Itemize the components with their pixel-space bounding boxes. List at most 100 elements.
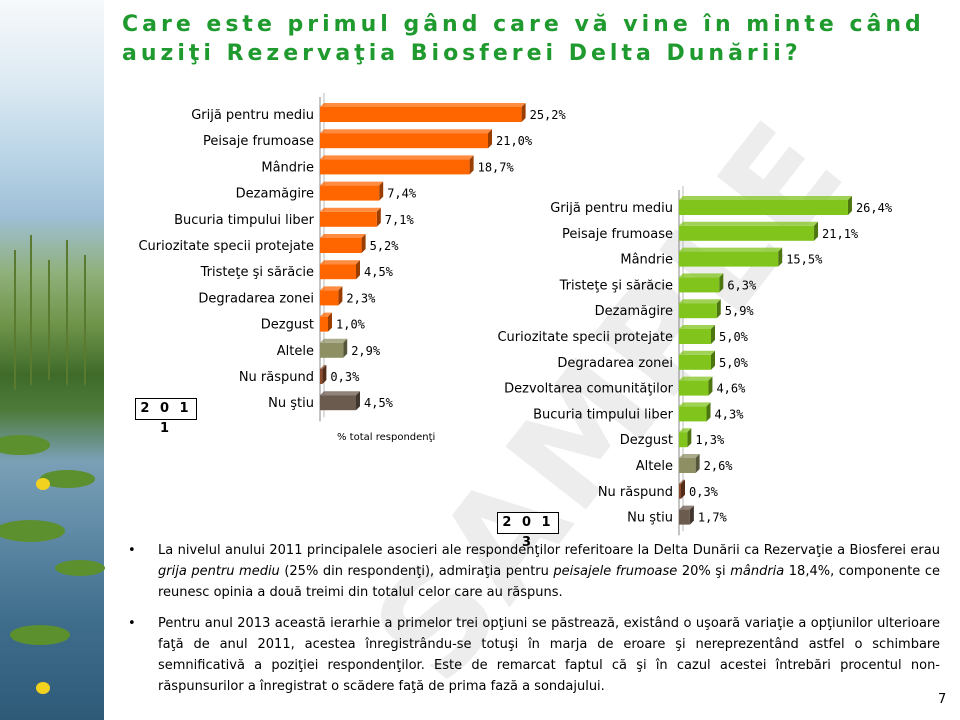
- bar-top-2013: [679, 454, 700, 458]
- category-label-2013: Dezgust: [620, 433, 673, 448]
- bar-top-2011: [320, 260, 360, 265]
- category-label-2011: Curiozitate specii protejate: [138, 239, 314, 254]
- bar-side-2013: [814, 221, 819, 241]
- bar-top-2013: [679, 273, 724, 278]
- bullet-text: (25% din respondenţi), admiraţia pentru: [279, 564, 554, 579]
- bullet-emphasis: mândria: [730, 564, 785, 579]
- category-label-2013: Dezvoltarea comunităţilor: [504, 382, 674, 397]
- value-label-2013: 1,7%: [698, 511, 728, 525]
- bar-2013: [679, 432, 688, 448]
- bar-top-2011: [320, 365, 327, 369]
- bar-2013: [679, 509, 690, 525]
- bar-side-2011: [322, 365, 327, 384]
- bar-side-2011: [343, 338, 348, 358]
- bar-2013: [679, 406, 707, 422]
- category-label-2013: Tristeţe şi sărăcie: [559, 278, 673, 293]
- category-label-2011: Dezgust: [261, 318, 314, 333]
- axis-note: % total respondenţi: [337, 432, 436, 443]
- bar-2011: [320, 395, 356, 411]
- value-label-2011: 5,2%: [370, 239, 400, 253]
- bar-top-2013: [679, 376, 713, 381]
- bar-top-2011: [320, 391, 360, 396]
- category-label-2013: Mândrie: [620, 253, 673, 268]
- bar-side-2013: [681, 479, 685, 499]
- value-label-2013: 5,0%: [719, 356, 749, 370]
- bar-2011: [320, 159, 470, 175]
- bullet-emphasis: peisajele frumoase: [553, 564, 678, 579]
- bullet-text: Pentru anul 2013 această ierarhie a prim…: [158, 616, 940, 694]
- category-label-2013: Altele: [636, 459, 673, 474]
- category-label-2011: Tristeţe şi sărăcie: [200, 265, 314, 280]
- bar-side-2013: [716, 299, 721, 319]
- bar-2011: [320, 238, 362, 253]
- bar-side-2011: [379, 181, 384, 201]
- bar-side-2013: [719, 273, 724, 293]
- value-label-2013: 26,4%: [856, 201, 893, 215]
- category-label-2013: Curiozitate specii protejate: [497, 330, 673, 345]
- bar-2011: [320, 290, 339, 306]
- value-label-2011: 25,2%: [530, 108, 567, 122]
- bar-side-2011: [488, 129, 492, 149]
- bar-2011: [320, 211, 377, 227]
- bar-2013: [679, 200, 848, 215]
- bar-side-2013: [706, 402, 711, 422]
- bar-side-2013: [778, 247, 783, 267]
- category-label-2013: Nu ştiu: [627, 511, 673, 526]
- category-label-2011: Grijă pentru mediu: [191, 108, 314, 123]
- bar-top-2011: [320, 181, 384, 186]
- category-label-2011: Bucuria timpului liber: [174, 213, 315, 228]
- bar-2013: [679, 458, 696, 473]
- value-label-2011: 2,3%: [346, 291, 376, 305]
- bar-top-2013: [679, 505, 694, 510]
- category-label-2011: Dezamăgire: [236, 187, 314, 202]
- bar-2013: [679, 277, 720, 293]
- bar-side-2013: [708, 376, 713, 396]
- bar-top-2011: [320, 286, 343, 291]
- value-label-2011: 1,0%: [336, 318, 366, 332]
- bullet-text: 20% şi: [677, 564, 731, 579]
- bar-top-2013: [679, 350, 715, 355]
- value-label-2013: 6,3%: [727, 278, 757, 292]
- bar-side-2011: [469, 155, 474, 175]
- value-label-2011: 7,1%: [385, 213, 415, 227]
- value-label-2011: 4,5%: [364, 265, 394, 279]
- bar-top-2013: [679, 221, 819, 226]
- value-label-2011: 21,0%: [496, 134, 533, 148]
- value-label-2013: 0,3%: [689, 485, 719, 499]
- bar-2013: [679, 225, 815, 241]
- value-label-2013: 5,9%: [725, 304, 755, 318]
- category-label-2011: Peisaje frumoase: [203, 134, 314, 149]
- bar-side-2011: [521, 103, 526, 122]
- bar-side-2013: [847, 196, 852, 215]
- category-label-2013: Grijă pentru mediu: [550, 201, 673, 216]
- bar-2011: [320, 185, 380, 201]
- category-label-2011: Nu răspund: [239, 370, 314, 385]
- lake-photo-sidebar: [0, 0, 105, 720]
- bullet-emphasis: grija pentru mediu: [158, 564, 280, 579]
- bar-side-2011: [376, 207, 381, 227]
- category-label-2013: Dezamăgire: [595, 304, 673, 319]
- bullet-text: 18,4%, componente ce reunesc opinia a do…: [158, 564, 940, 600]
- bar-side-2011: [356, 260, 360, 280]
- bar-top-2013: [679, 247, 783, 252]
- bar-top-2011: [320, 129, 492, 134]
- bar-side-2011: [328, 312, 332, 332]
- bar-2011: [320, 316, 328, 332]
- bar-2013: [679, 380, 709, 396]
- bar-top-2013: [679, 479, 685, 484]
- bar-2011: [320, 342, 344, 358]
- value-label-2013: 15,5%: [786, 253, 823, 267]
- commentary-item-2011: • La nivelul anului 2011 principalele aso…: [122, 540, 940, 603]
- bullet-dot: •: [128, 616, 136, 631]
- bar-2013: [679, 329, 711, 344]
- category-label-2013: Bucuria timpului liber: [533, 407, 674, 422]
- bar-top-2011: [320, 338, 348, 343]
- value-label-2011: 0,3%: [330, 370, 360, 384]
- value-label-2013: 2,6%: [704, 459, 734, 473]
- bar-2013: [679, 483, 681, 499]
- bar-side-2011: [361, 234, 366, 253]
- bar-top-2011: [320, 155, 474, 160]
- category-label-2011: Degradarea zonei: [198, 291, 314, 306]
- bar-side-2013: [695, 454, 700, 473]
